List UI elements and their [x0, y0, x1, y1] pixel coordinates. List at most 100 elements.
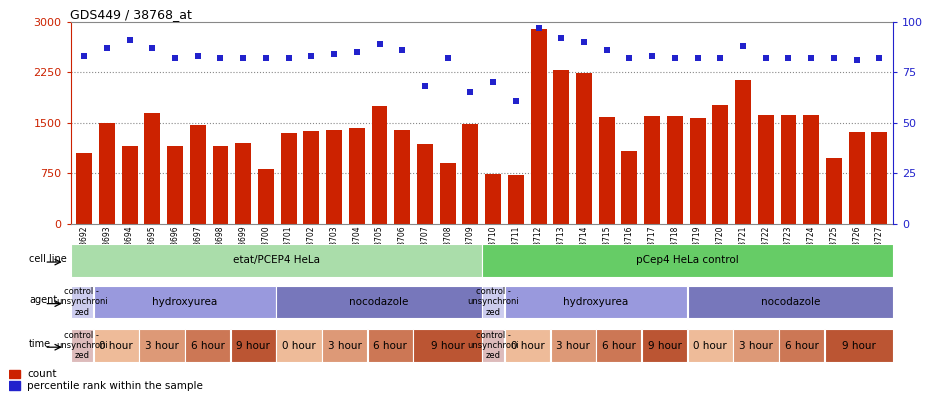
- Point: [213, 55, 228, 61]
- Bar: [735, 80, 751, 224]
- Text: percentile rank within the sample: percentile rank within the sample: [27, 381, 203, 390]
- Bar: [482, 286, 505, 318]
- Point: [326, 51, 341, 57]
- Point: [576, 39, 591, 45]
- Bar: [371, 106, 387, 224]
- Bar: [440, 163, 456, 224]
- Point: [645, 53, 660, 59]
- Bar: [596, 329, 641, 362]
- Bar: [733, 329, 778, 362]
- Bar: [666, 116, 682, 224]
- Bar: [824, 329, 893, 362]
- Text: 6 hour: 6 hour: [373, 341, 407, 350]
- Point: [804, 55, 819, 61]
- Point: [599, 47, 614, 53]
- Bar: [551, 329, 596, 362]
- Point: [622, 55, 637, 61]
- Bar: [212, 146, 228, 224]
- Bar: [94, 286, 276, 318]
- Bar: [713, 105, 728, 224]
- Point: [871, 55, 886, 61]
- Text: 9 hour: 9 hour: [648, 341, 682, 350]
- Text: count: count: [27, 369, 56, 379]
- Point: [77, 53, 92, 59]
- Text: pCep4 HeLa control: pCep4 HeLa control: [636, 255, 739, 265]
- Text: nocodazole: nocodazole: [350, 297, 409, 307]
- Bar: [462, 124, 478, 224]
- Bar: [530, 29, 546, 224]
- Bar: [276, 286, 481, 318]
- Text: 0 hour: 0 hour: [282, 341, 316, 350]
- Point: [531, 25, 546, 31]
- Point: [145, 45, 160, 51]
- Text: control -
unsynchroni
zed: control - unsynchroni zed: [56, 287, 108, 317]
- Point: [509, 97, 524, 104]
- Point: [713, 55, 728, 61]
- Text: 3 hour: 3 hour: [556, 341, 590, 350]
- Point: [395, 47, 410, 53]
- Point: [440, 55, 455, 61]
- Bar: [849, 132, 865, 224]
- Text: control -
unsynchroni
zed: control - unsynchroni zed: [56, 331, 108, 360]
- Bar: [70, 244, 481, 276]
- Text: 3 hour: 3 hour: [328, 341, 362, 350]
- Bar: [258, 169, 274, 224]
- Bar: [621, 151, 637, 224]
- Bar: [121, 146, 137, 224]
- Point: [100, 45, 115, 51]
- Text: 3 hour: 3 hour: [739, 341, 773, 350]
- Bar: [687, 329, 733, 362]
- Bar: [690, 118, 706, 224]
- Text: nocodazole: nocodazole: [760, 297, 820, 307]
- Bar: [642, 329, 687, 362]
- Bar: [826, 158, 842, 224]
- Text: 3 hour: 3 hour: [145, 341, 179, 350]
- Point: [281, 55, 296, 61]
- Bar: [230, 329, 276, 362]
- Point: [759, 55, 774, 61]
- Bar: [139, 329, 184, 362]
- Text: 6 hour: 6 hour: [602, 341, 635, 350]
- Bar: [780, 115, 796, 224]
- Bar: [414, 329, 481, 362]
- Bar: [76, 153, 92, 224]
- Bar: [349, 128, 365, 224]
- Point: [167, 55, 182, 61]
- Bar: [576, 73, 592, 224]
- Point: [462, 89, 478, 95]
- Point: [236, 55, 251, 61]
- Point: [849, 57, 864, 63]
- Text: etat/PCEP4 HeLa: etat/PCEP4 HeLa: [232, 255, 320, 265]
- Text: time: time: [29, 339, 52, 349]
- Bar: [9, 381, 20, 390]
- Bar: [185, 329, 230, 362]
- Text: 9 hour: 9 hour: [431, 341, 464, 350]
- Bar: [485, 174, 501, 224]
- Bar: [599, 117, 615, 224]
- Bar: [326, 130, 342, 224]
- Point: [190, 53, 205, 59]
- Text: 9 hour: 9 hour: [842, 341, 876, 350]
- Text: GDS449 / 38768_at: GDS449 / 38768_at: [70, 8, 193, 21]
- Point: [554, 35, 569, 41]
- Text: 0 hour: 0 hour: [100, 341, 133, 350]
- Bar: [322, 329, 368, 362]
- Bar: [758, 115, 774, 224]
- Bar: [190, 125, 206, 224]
- Bar: [505, 286, 687, 318]
- Point: [417, 83, 432, 89]
- Text: agent: agent: [29, 295, 57, 305]
- Bar: [304, 131, 320, 224]
- Point: [258, 55, 274, 61]
- Point: [826, 55, 841, 61]
- Bar: [417, 144, 433, 224]
- Point: [667, 55, 682, 61]
- Bar: [394, 130, 410, 224]
- Bar: [871, 132, 887, 224]
- Point: [690, 55, 705, 61]
- Bar: [9, 369, 20, 378]
- Bar: [70, 286, 93, 318]
- Bar: [687, 286, 893, 318]
- Point: [486, 79, 501, 86]
- Point: [735, 43, 750, 49]
